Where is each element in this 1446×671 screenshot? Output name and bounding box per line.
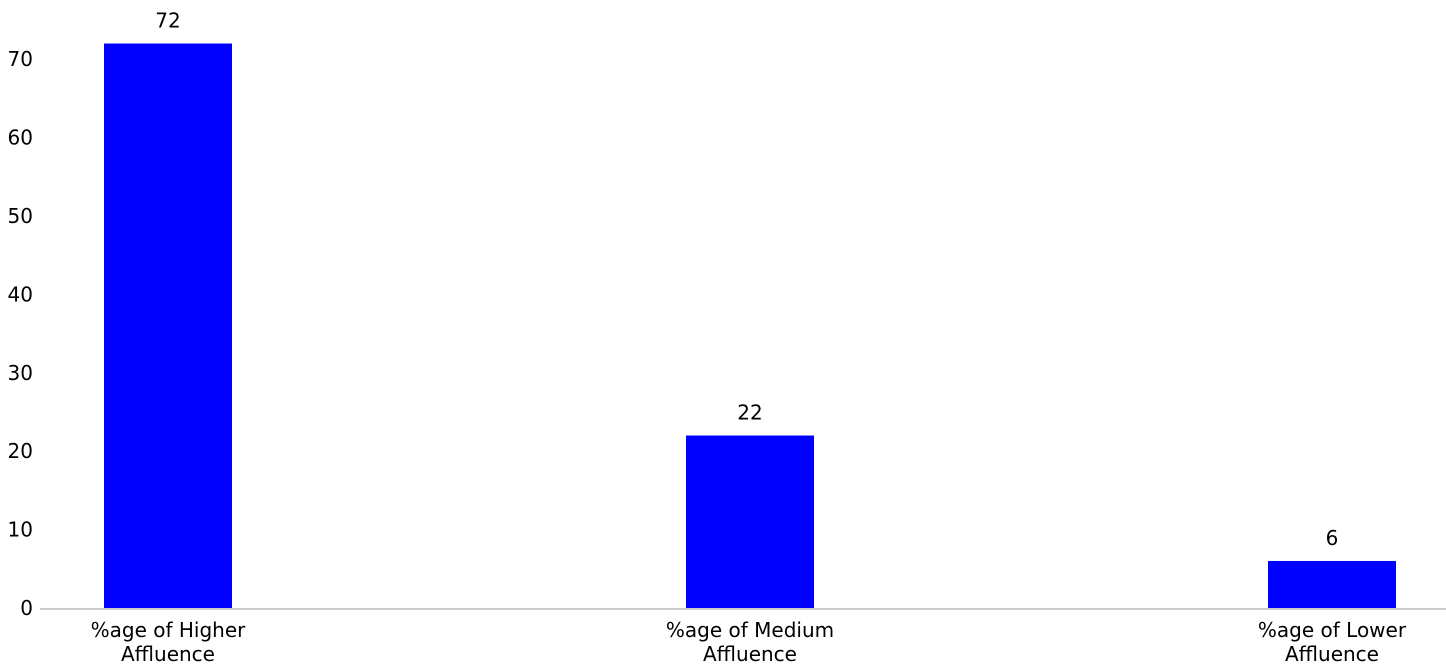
x-category-label: %age of Medium Affluence (666, 618, 834, 666)
x-category-label: %age of Lower Affluence (1258, 618, 1407, 666)
y-tick-label: 30 (8, 361, 33, 385)
data-labels: 72 22 6 (155, 9, 1338, 550)
x-category-label-line: Affluence (703, 642, 797, 666)
y-tick-label: 70 (8, 47, 33, 71)
y-tick-label: 60 (8, 126, 33, 150)
y-tick-label: 40 (8, 282, 33, 306)
y-tick-label: 20 (8, 439, 33, 463)
x-category-label-line: %age of Medium (666, 618, 834, 642)
x-category-label-line: %age of Lower (1258, 618, 1407, 642)
bar-value-label: 72 (155, 9, 180, 33)
x-category-label-line: Affluence (1285, 642, 1379, 666)
bar (104, 43, 232, 608)
bar-value-label: 6 (1326, 526, 1339, 550)
x-axis-category-labels: %age of Higher Affluence%age of Medium Aff… (91, 618, 1407, 666)
y-tick-label: 50 (8, 204, 33, 228)
y-axis-ticks: 0 10 20 30 40 50 60 70 (8, 47, 33, 620)
bars (104, 43, 1396, 608)
bar (686, 435, 814, 608)
y-tick-label: 0 (20, 596, 33, 620)
bar (1268, 560, 1396, 608)
bar-value-label: 22 (737, 401, 762, 425)
x-category-label: %age of Higher Affluence (91, 618, 247, 666)
x-category-label-line: Affluence (121, 642, 215, 666)
x-category-label-line: %age of Higher (91, 618, 247, 642)
y-tick-label: 10 (8, 518, 33, 542)
